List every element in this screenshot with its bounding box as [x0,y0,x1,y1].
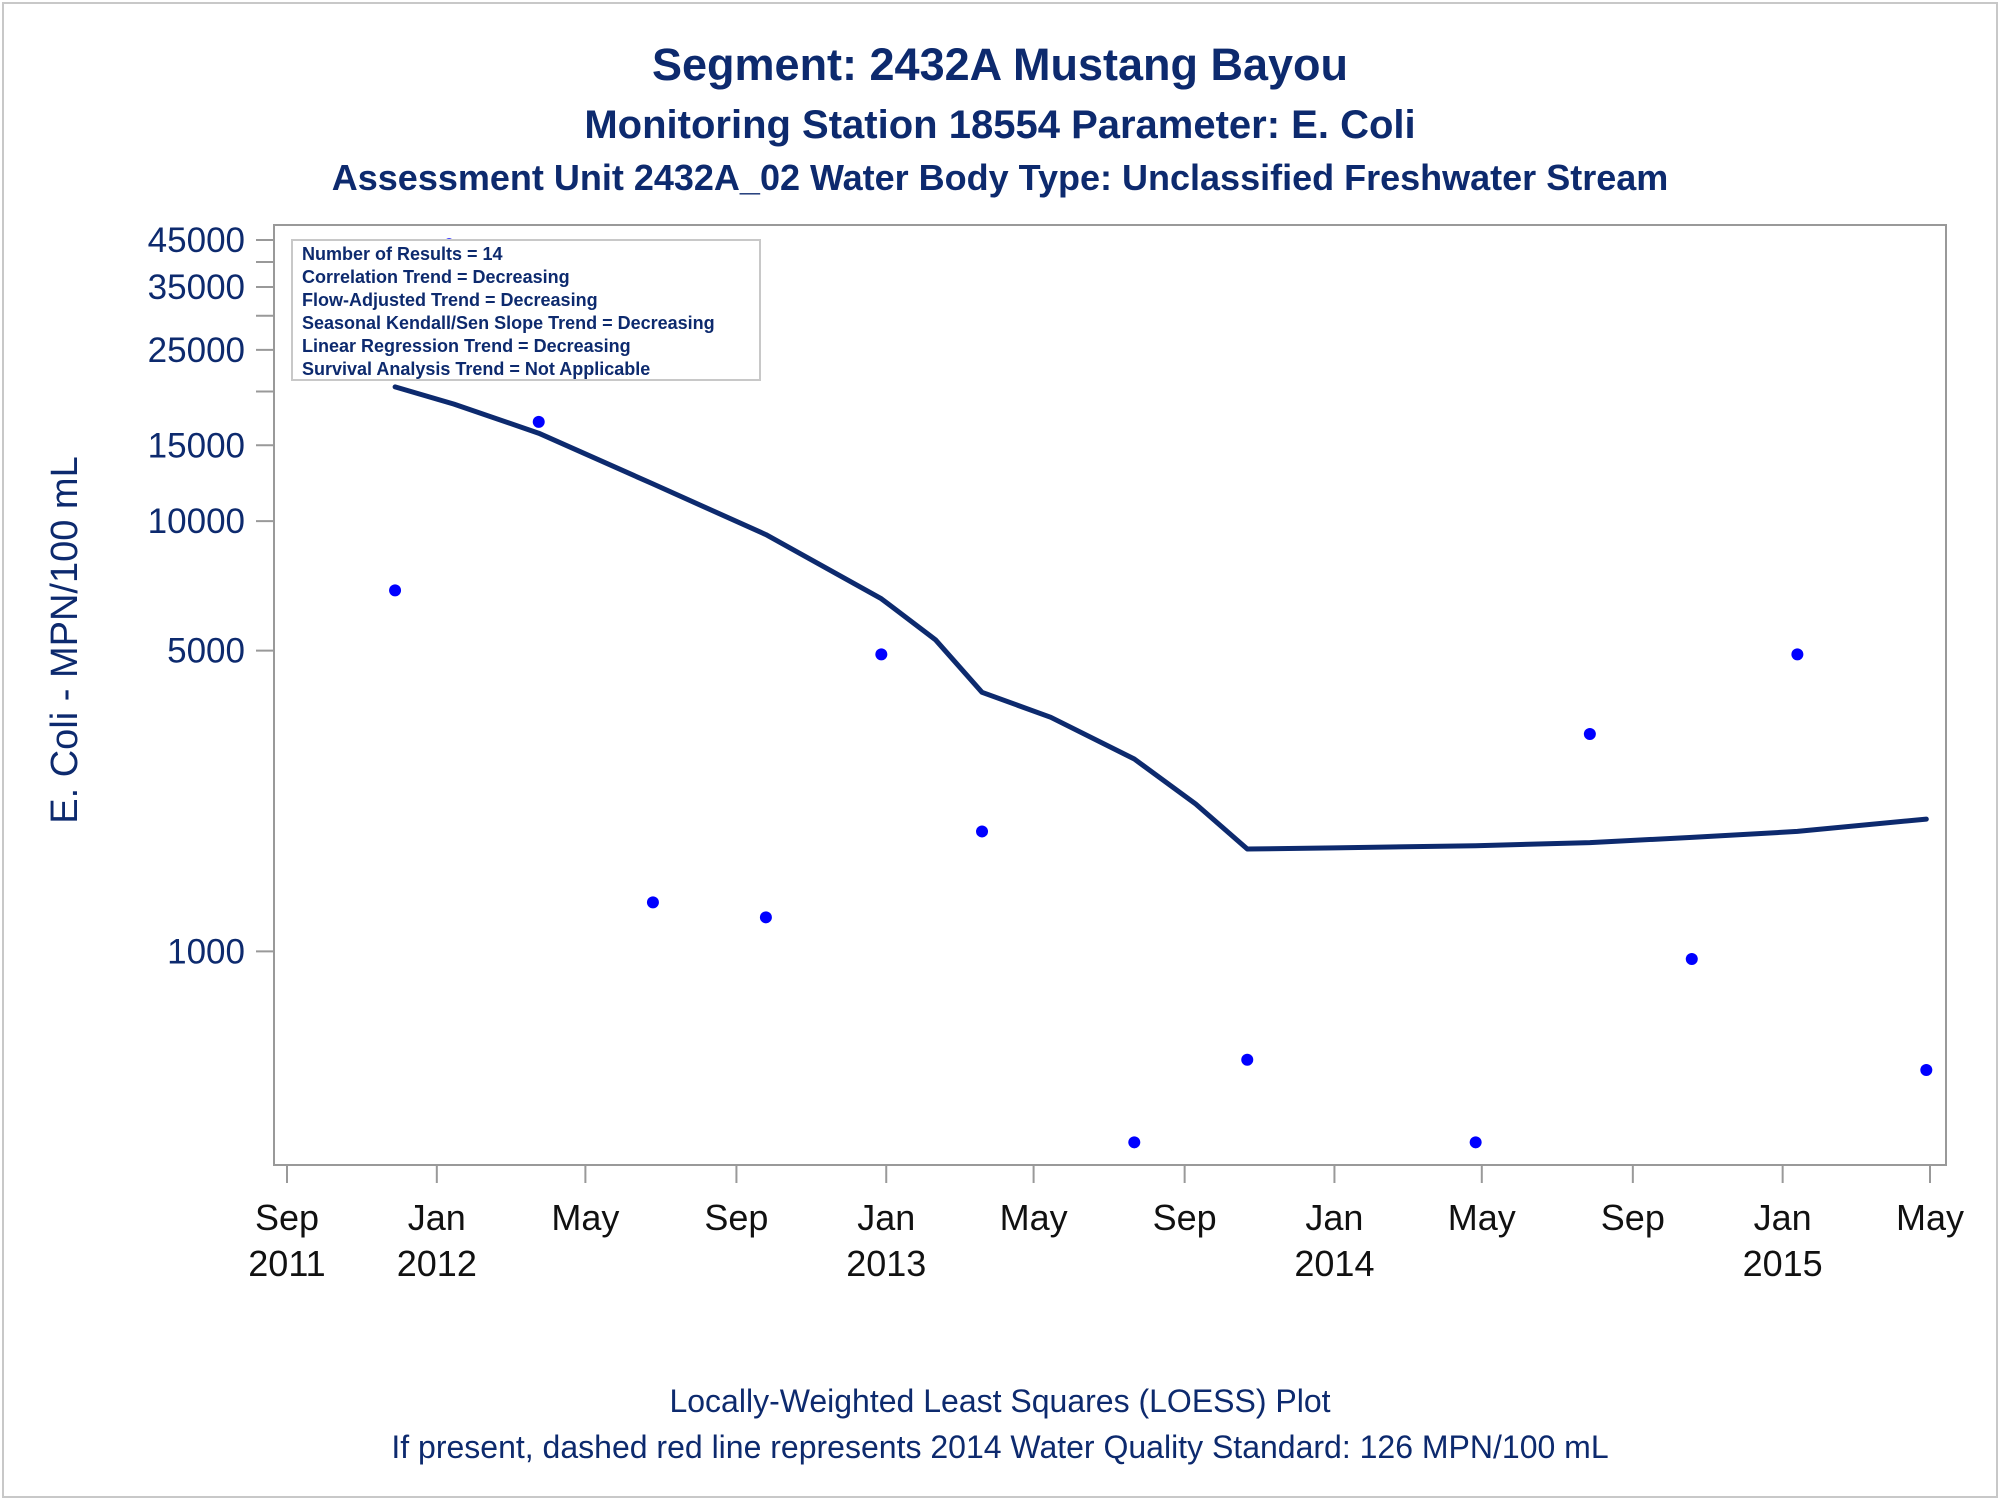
x-tick-label: Jan [1305,1197,1363,1238]
y-tick-label: 15000 [148,426,245,465]
y-tick-label: 10000 [148,502,245,541]
x-tick-year-label: 2011 [248,1243,325,1284]
loess-line [392,384,1929,852]
x-tick-year-label: 2014 [1294,1243,1374,1284]
y-tick-label: 35000 [148,268,245,307]
y-axis: 45000 35000 25000 15000 10000 5000 1000 [148,221,274,971]
x-tick-year-label: 2015 [1743,1243,1823,1284]
x-tick-label: Sep [1601,1197,1665,1238]
inset-line: Correlation Trend = Decreasing [302,267,570,287]
data-point [1469,1136,1482,1149]
y-tick-label: 45000 [148,221,245,260]
data-point [976,825,989,838]
chart-subtitle-2: Assessment Unit 2432A_02 Water Body Type… [332,157,1669,198]
x-tick-label: Sep [1153,1197,1217,1238]
data-point [1241,1053,1254,1066]
footnote-2: If present, dashed red line represents 2… [391,1429,1608,1465]
chart-subtitle: Monitoring Station 18554 Parameter: E. C… [584,103,1415,147]
x-tick-label: Jan [1754,1197,1812,1238]
x-tick-year-label: 2013 [846,1243,926,1284]
x-tick-year-label: 2012 [397,1243,477,1284]
data-point [646,896,659,909]
plot-area [273,224,1947,1166]
x-tick-label: Sep [704,1197,768,1238]
y-axis-label: E. Coli - MPN/100 mL [44,456,86,823]
inset-line: Number of Results = 14 [302,244,503,264]
data-point [759,911,772,924]
y-tick-label: 1000 [167,932,245,971]
data-point [389,584,402,597]
data-point [1583,728,1596,741]
data-point [1791,648,1804,661]
x-tick-label: May [551,1197,619,1238]
x-tick-label: Jan [408,1197,466,1238]
plot-series [389,238,1933,1149]
x-tick-label: Sep [255,1197,319,1238]
y-tick-label: 5000 [167,632,245,671]
x-tick-label: May [1000,1197,1068,1238]
footnote-1: Locally-Weighted Least Squares (LOESS) P… [669,1383,1330,1419]
trend-inset: Number of Results = 14 Correlation Trend… [291,239,761,381]
data-point [1685,953,1698,966]
inset-line: Linear Regression Trend = Decreasing [302,336,631,356]
x-tick-label: May [1896,1197,1964,1238]
inset-line: Flow-Adjusted Trend = Decreasing [302,290,598,310]
x-axis: Sep 2011 Jan 2012 May Sep Jan 2013 May Sep Jan 2014… [248,1165,1964,1284]
y-tick-label: 25000 [148,331,245,370]
x-tick-label: May [1448,1197,1516,1238]
data-point [1128,1136,1141,1149]
data-point [532,415,545,428]
x-tick-label: Jan [857,1197,915,1238]
inset-box [291,239,761,381]
chart-title: Segment: 2432A Mustang Bayou [652,39,1348,90]
data-point [875,648,888,661]
data-point [1920,1064,1933,1077]
inset-line: Survival Analysis Trend = Not Applicable [302,359,650,379]
inset-line: Seasonal Kendall/Sen Slope Trend = Decre… [302,313,715,333]
